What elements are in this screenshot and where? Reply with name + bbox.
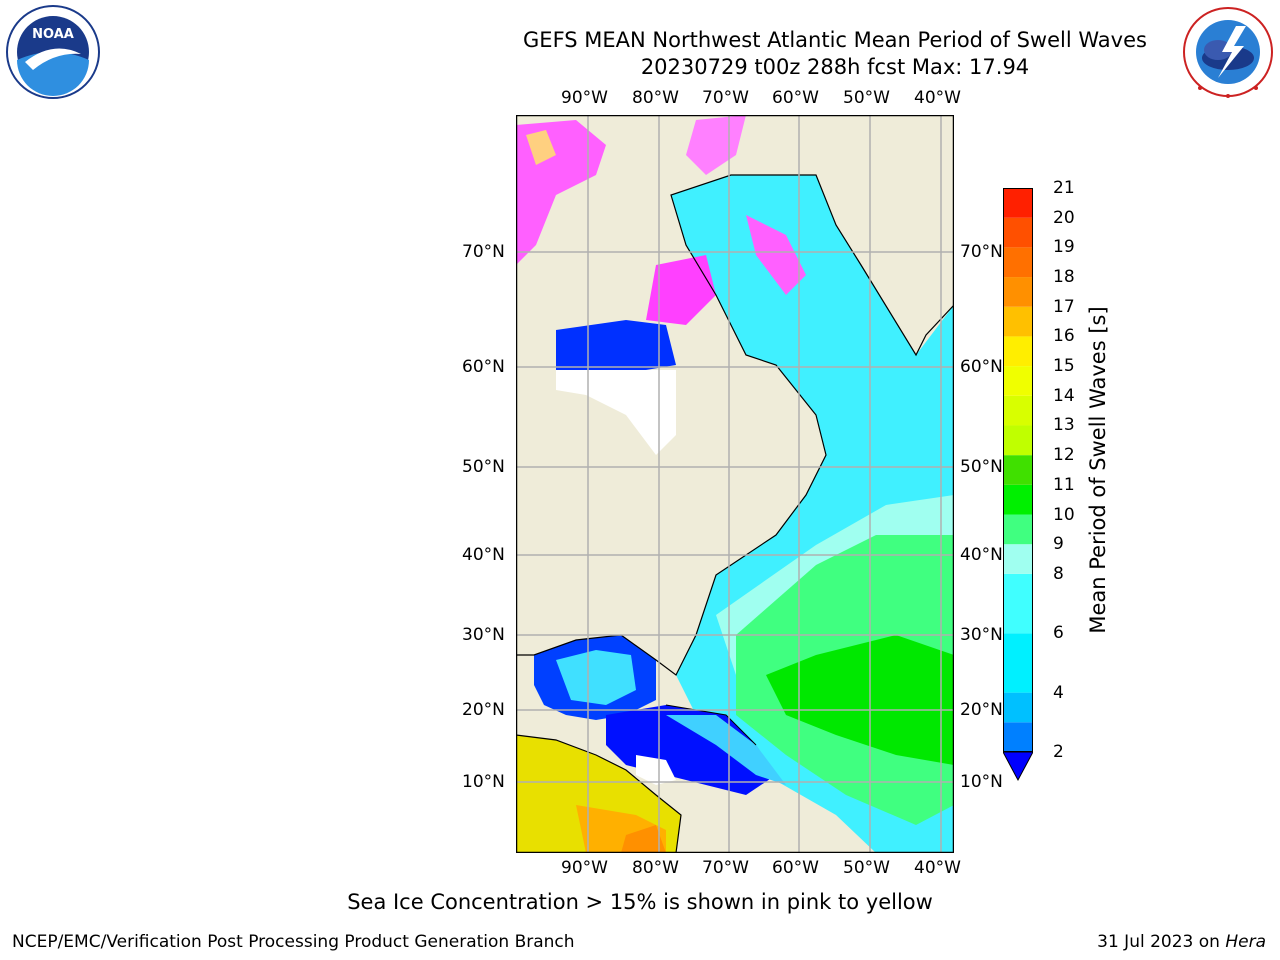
lat-label-left: 60°N xyxy=(462,357,505,377)
colorbar-tick-label: 18 xyxy=(1053,267,1075,288)
arctic-ice-pink-2 xyxy=(646,255,716,325)
lat-label-left: 30°N xyxy=(462,625,505,645)
lon-label-bottom: 80°W xyxy=(632,858,679,878)
colorbar-border xyxy=(1003,188,1033,752)
colorbar-tick-label: 15 xyxy=(1053,356,1075,377)
colorbar-band xyxy=(1003,188,1033,218)
colorbar-tick-label: 4 xyxy=(1053,682,1064,703)
colorbar-tick-label: 9 xyxy=(1053,534,1064,555)
colorbar-under-triangle xyxy=(1003,751,1033,782)
lat-label-right: 10°N xyxy=(960,772,1003,792)
lon-label-bottom: 50°W xyxy=(843,858,890,878)
colorbar-band xyxy=(1003,455,1033,485)
colorbar-tick-label: 16 xyxy=(1053,326,1075,347)
colorbar-band xyxy=(1003,247,1033,278)
lon-label-top: 80°W xyxy=(632,88,679,108)
colorbar-band xyxy=(1003,217,1033,248)
colorbar-band xyxy=(1003,366,1033,396)
lon-label-bottom: 70°W xyxy=(702,858,749,878)
nws-logo xyxy=(1183,7,1273,98)
colorbar-tick-label: 19 xyxy=(1053,237,1075,258)
colorbar-tick-label: 8 xyxy=(1053,563,1064,584)
noaa-logo: NOAA xyxy=(6,5,100,99)
colorbar-tick-label: 6 xyxy=(1053,623,1064,644)
lon-label-bottom: 90°W xyxy=(561,858,608,878)
map-border xyxy=(516,115,954,853)
colorbar-band xyxy=(1003,544,1033,574)
colorbar-tick-label: 10 xyxy=(1053,504,1075,525)
noaa-logo-text: NOAA xyxy=(32,27,74,42)
colorbar-tick-label: 11 xyxy=(1053,474,1075,495)
arctic-ice-pink-3 xyxy=(686,115,746,175)
lat-label-right: 20°N xyxy=(960,700,1003,720)
colorbar-band xyxy=(1003,395,1033,426)
colorbar-band xyxy=(1003,573,1033,634)
coastline-south-america xyxy=(516,734,682,853)
colorbar-tick-label: 12 xyxy=(1053,445,1075,466)
colorbar-band xyxy=(1003,425,1033,456)
lon-label-top: 90°W xyxy=(561,88,608,108)
colorbar-tick-label: 14 xyxy=(1053,385,1075,406)
sea-ice-note: Sea Ice Concentration > 15% is shown in … xyxy=(347,890,933,914)
caribbean-sea xyxy=(606,705,776,795)
map-frame xyxy=(516,115,954,853)
lat-label-left: 40°N xyxy=(462,545,505,565)
lat-label-right: 70°N xyxy=(960,242,1003,262)
colorbar-band xyxy=(1003,336,1033,367)
colorbar-band xyxy=(1003,633,1033,693)
lat-label-right: 50°N xyxy=(960,457,1003,477)
gulf-interior xyxy=(556,650,636,705)
labrador-ice xyxy=(746,215,806,295)
colorbar-tick-label: 20 xyxy=(1053,207,1075,228)
chart-title: GEFS MEAN Northwest Atlantic Mean Period… xyxy=(523,28,1147,52)
caribbean-cyan xyxy=(666,715,786,785)
lat-label-left: 70°N xyxy=(462,242,505,262)
colorbar-tick-label: 17 xyxy=(1053,296,1075,317)
colorbar xyxy=(1003,188,1033,782)
colorbar-band xyxy=(1003,306,1033,337)
footer-date: 31 Jul 2023 on Hera xyxy=(1097,932,1266,952)
colorbar-band xyxy=(1003,484,1033,515)
lat-label-right: 30°N xyxy=(960,625,1003,645)
map-canvas xyxy=(516,115,954,853)
colorbar-tick-label: 2 xyxy=(1053,742,1064,762)
hudson-bay-blue xyxy=(556,320,676,370)
chart-subtitle: 20230729 t00z 288h fcst Max: 17.94 xyxy=(640,55,1030,79)
coastline-north-america xyxy=(516,115,954,676)
colorbar-tick-label: 21 xyxy=(1053,178,1075,198)
coastline-caribbean-islands xyxy=(665,704,757,746)
hudson-bay-mask xyxy=(556,370,676,455)
lon-label-top: 40°W xyxy=(914,88,961,108)
lat-label-left: 20°N xyxy=(462,700,505,720)
central-america-gap xyxy=(636,755,676,785)
colorbar-label: Mean Period of Swell Waves [s] xyxy=(1086,306,1110,634)
graticule xyxy=(516,115,954,853)
colorbar-band xyxy=(1003,277,1033,307)
footer-credit: NCEP/EMC/Verification Post Processing Pr… xyxy=(12,932,575,952)
lat-label-left: 10°N xyxy=(462,772,505,792)
lon-label-top: 50°W xyxy=(843,88,890,108)
atlantic-bright-green xyxy=(766,635,954,765)
colorbar-tick-label: 13 xyxy=(1053,415,1075,436)
lon-label-bottom: 40°W xyxy=(914,858,961,878)
lon-label-top: 60°W xyxy=(772,88,819,108)
lon-label-top: 70°W xyxy=(702,88,749,108)
arctic-ice-yellow xyxy=(526,130,556,165)
lat-label-right: 60°N xyxy=(960,357,1003,377)
lon-label-bottom: 60°W xyxy=(772,858,819,878)
lat-label-left: 50°N xyxy=(462,457,505,477)
colorbar-band xyxy=(1003,692,1033,723)
south-america-field-max xyxy=(621,825,666,853)
colorbar-band xyxy=(1003,722,1033,752)
lat-label-right: 40°N xyxy=(960,545,1003,565)
colorbar-band xyxy=(1003,514,1033,545)
